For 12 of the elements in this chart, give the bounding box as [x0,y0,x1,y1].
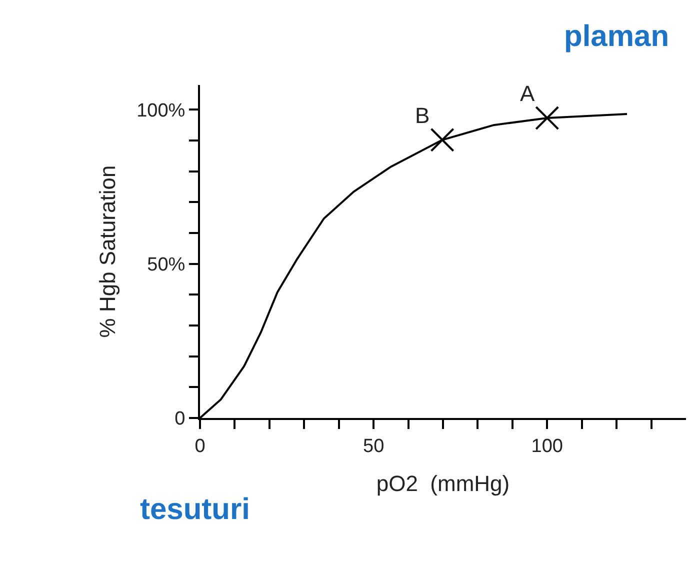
x-tick-label: 50 [363,436,384,457]
text: plaman [564,20,670,53]
annotation: A [520,81,535,106]
y-tick-label: 100% [136,100,186,122]
annotation: B [415,103,430,128]
x-axis-title: pO2 (mmHg) [376,471,510,496]
y-axis-title: % Hgb Saturation [94,165,120,338]
y-tick-label: 50% [147,254,186,276]
x-tick-label: 100 [531,436,563,457]
y-tick-label: 0 [174,408,186,430]
x-tick-label: 0 [194,436,206,457]
text: tesuturi [140,493,250,526]
